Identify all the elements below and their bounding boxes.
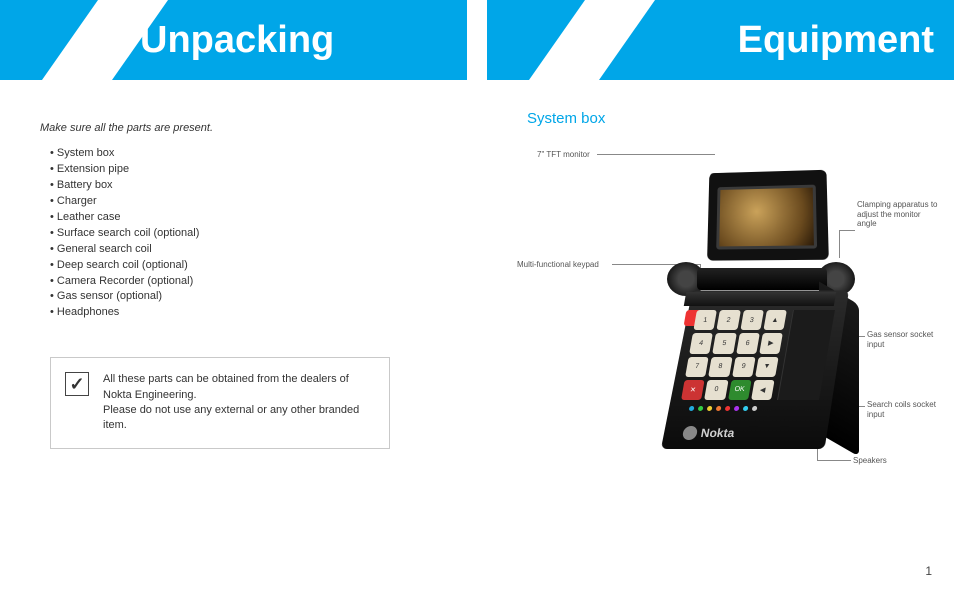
key-cancel: ✕	[681, 380, 705, 400]
label-clamp: Clamping apparatus to adjust the monitor…	[857, 200, 942, 229]
key: 5	[713, 333, 737, 353]
led-icon	[752, 406, 758, 411]
led-row	[688, 406, 829, 412]
list-item: General search coil	[50, 242, 467, 258]
key-ok: OK	[728, 380, 752, 400]
led-icon	[743, 406, 749, 411]
key: 3	[740, 310, 764, 330]
key: ▼	[755, 357, 779, 377]
list-item: Battery box	[50, 178, 467, 194]
logo-text: Nokta	[700, 426, 736, 440]
list-item: Deep search coil (optional)	[50, 258, 467, 274]
checkmark-icon: ✓	[65, 372, 89, 396]
banner-unpacking: Unpacking	[0, 0, 467, 80]
note-box: ✓ All these parts can be obtained from t…	[50, 357, 390, 449]
led-icon	[707, 406, 713, 411]
key: 8	[708, 357, 732, 377]
logo-dot-icon	[682, 426, 698, 440]
banner-title-left: Unpacking	[140, 19, 334, 62]
device-illustration: 1 2 3 ▲ 4 5 6 ▶ 7 8 9 ▼ ✕ 0 OK ◀	[597, 150, 847, 510]
page-right: Equipment System box 7" TFT monitor Mult…	[477, 0, 954, 590]
page-spread: Unpacking Make sure all the parts are pr…	[0, 0, 954, 590]
banner-title-right: Equipment	[738, 19, 934, 62]
key: 1	[693, 310, 717, 330]
list-item: Camera Recorder (optional)	[50, 274, 467, 290]
list-item: Charger	[50, 194, 467, 210]
led-icon	[689, 406, 695, 411]
hinge-bar	[697, 268, 827, 290]
key: ▲	[763, 310, 787, 330]
parts-list: System box Extension pipe Battery box Ch…	[50, 146, 467, 321]
key: 4	[689, 333, 713, 353]
keypad: 1 2 3 ▲ 4 5 6 ▶ 7 8 9 ▼ ✕ 0 OK ◀	[681, 310, 787, 400]
page-left: Unpacking Make sure all the parts are pr…	[0, 0, 477, 590]
led-icon	[725, 406, 731, 411]
list-item: Headphones	[50, 305, 467, 321]
list-item: Leather case	[50, 210, 467, 226]
tft-screen	[716, 185, 817, 250]
list-item: System box	[50, 146, 467, 162]
device-logo: Nokta	[680, 418, 785, 448]
page-number: 1	[925, 564, 932, 578]
section-title: System box	[527, 110, 954, 127]
list-item: Extension pipe	[50, 162, 467, 178]
key: ▶	[759, 333, 783, 353]
device-top-strip	[684, 292, 836, 306]
list-item: Surface search coil (optional)	[50, 226, 467, 242]
label-tft-monitor: 7" TFT monitor	[537, 150, 590, 160]
led-icon	[716, 406, 722, 411]
key: ◀	[751, 380, 775, 400]
label-keypad: Multi-functional keypad	[517, 260, 599, 270]
list-item: Gas sensor (optional)	[50, 289, 467, 305]
banner-equipment: Equipment	[487, 0, 954, 80]
intro-text: Make sure all the parts are present.	[40, 122, 467, 134]
label-speakers: Speakers	[853, 456, 887, 466]
key: 6	[736, 333, 760, 353]
led-icon	[698, 406, 704, 411]
banner-slash-decor	[526, 0, 658, 84]
note-text: All these parts can be obtained from the…	[103, 372, 375, 434]
label-gas-socket: Gas sensor socket input	[867, 330, 937, 349]
key: 7	[685, 357, 709, 377]
key: 9	[732, 357, 756, 377]
led-icon	[734, 406, 740, 411]
key: 0	[704, 380, 728, 400]
device-diagram: 7" TFT monitor Multi-functional keypad C…	[517, 130, 944, 560]
key: 2	[717, 310, 741, 330]
label-coils-socket: Search coils socket input	[867, 400, 937, 419]
